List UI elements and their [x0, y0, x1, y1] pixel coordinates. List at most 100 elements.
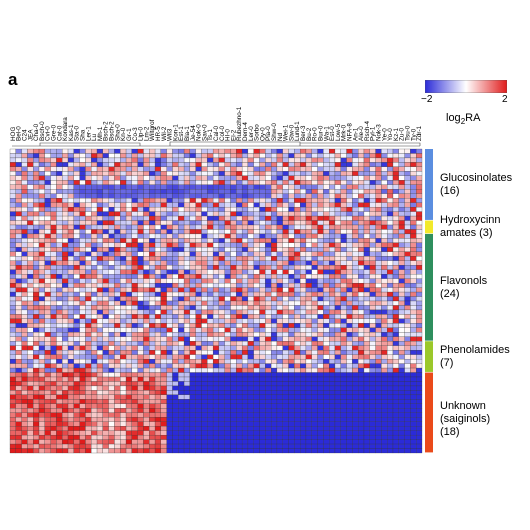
- heatmap-cell: [33, 327, 40, 333]
- heatmap-cell: [416, 314, 423, 320]
- heatmap-cell: [56, 224, 63, 230]
- heatmap-cell: [323, 157, 330, 163]
- heatmap-cell: [346, 376, 353, 382]
- heatmap-cell: [241, 412, 249, 418]
- heatmap-cell: [85, 256, 92, 261]
- heatmap-cell: [404, 175, 411, 181]
- heatmap-cell: [398, 296, 405, 302]
- heatmap-cell: [271, 327, 278, 333]
- heatmap-cell: [398, 291, 405, 297]
- heatmap-cell: [288, 345, 295, 351]
- heatmap-cell: [79, 211, 86, 217]
- heatmap-cell: [329, 448, 336, 454]
- heatmap-cell: [218, 265, 225, 270]
- heatmap-cell: [189, 309, 196, 315]
- heatmap-cell: [352, 287, 359, 293]
- heatmap-cell: [358, 376, 365, 382]
- heatmap-cell: [114, 341, 121, 346]
- heatmap-cell: [62, 426, 69, 431]
- heatmap-cell: [259, 305, 266, 311]
- heatmap-cell: [207, 336, 214, 342]
- heatmap-cell: [276, 430, 283, 436]
- heatmap-cell: [294, 385, 301, 391]
- heatmap-cell: [300, 403, 307, 409]
- heatmap-cell: [15, 354, 22, 360]
- heatmap-cell: [137, 256, 144, 261]
- heatmap-cell: [15, 224, 22, 230]
- heatmap-cell: [149, 394, 156, 400]
- heatmap-cell: [102, 403, 109, 409]
- heatmap-cell: [15, 385, 22, 391]
- heatmap-cell: [38, 345, 45, 351]
- heatmap-cell: [50, 426, 57, 431]
- heatmap-cell: [183, 309, 191, 315]
- heatmap-cell: [340, 367, 347, 373]
- heatmap-cell: [259, 229, 266, 235]
- heatmap-cell: [305, 421, 312, 427]
- heatmap-cell: [317, 180, 324, 185]
- heatmap-cell: [131, 206, 138, 212]
- heatmap-cell: [300, 354, 307, 360]
- heatmap-cell: [67, 256, 74, 261]
- heatmap-cell: [392, 282, 399, 288]
- heatmap-cell: [102, 148, 109, 154]
- heatmap-cell: [62, 202, 69, 208]
- heatmap-cell: [15, 238, 22, 244]
- heatmap-cell: [143, 314, 150, 320]
- heatmap-cell: [160, 434, 167, 440]
- heatmap-cell: [137, 363, 144, 369]
- heatmap-cell: [27, 291, 34, 297]
- heatmap-cell: [143, 309, 150, 315]
- heatmap-cell: [79, 287, 86, 293]
- heatmap-cell: [369, 175, 376, 181]
- heatmap-cell: [178, 345, 185, 351]
- heatmap-cell: [172, 345, 179, 351]
- heatmap-cell: [241, 336, 249, 342]
- heatmap-cell: [108, 256, 115, 261]
- heatmap-cell: [38, 412, 45, 418]
- heatmap-cell: [172, 300, 179, 306]
- heatmap-cell: [108, 417, 115, 422]
- heatmap-cell: [218, 350, 225, 355]
- heatmap-cell: [27, 443, 34, 449]
- heatmap-cell: [21, 238, 28, 244]
- heatmap-cell: [125, 278, 132, 284]
- heatmap-cell: [27, 198, 34, 203]
- heatmap-cell: [79, 180, 86, 185]
- heatmap-cell: [183, 229, 191, 235]
- heatmap-cell: [102, 412, 109, 418]
- heatmap-cell: [311, 367, 318, 373]
- heatmap-cell: [62, 274, 69, 279]
- heatmap-cell: [236, 211, 243, 217]
- heatmap-cell: [56, 175, 63, 181]
- column-label: Bla-1: [184, 126, 191, 141]
- heatmap-cell: [195, 426, 202, 431]
- heatmap-cell: [114, 358, 121, 364]
- heatmap-cell: [259, 153, 266, 159]
- heatmap-cell: [160, 162, 167, 168]
- heatmap-cell: [73, 318, 80, 324]
- heatmap-cell: [149, 269, 156, 275]
- heatmap-cell: [317, 403, 324, 409]
- heatmap-cell: [288, 287, 295, 293]
- heatmap-cell: [334, 376, 341, 382]
- heatmap-cell: [340, 269, 347, 275]
- heatmap-cell: [73, 291, 80, 297]
- heatmap-cell: [125, 430, 132, 436]
- heatmap-cell: [392, 260, 399, 266]
- heatmap-cell: [352, 305, 359, 311]
- heatmap-cell: [73, 274, 80, 279]
- heatmap-cell: [259, 314, 266, 320]
- heatmap-cell: [416, 265, 423, 270]
- heatmap-cell: [253, 198, 260, 203]
- heatmap-cell: [276, 341, 283, 346]
- heatmap-cell: [85, 184, 92, 190]
- heatmap-cell: [120, 327, 127, 333]
- heatmap-cell: [416, 439, 423, 445]
- heatmap-cell: [247, 399, 254, 404]
- heatmap-cell: [33, 336, 40, 342]
- heatmap-cell: [288, 385, 295, 391]
- heatmap-cell: [160, 220, 167, 226]
- heatmap-cell: [253, 202, 260, 208]
- heatmap-cell: [166, 305, 173, 311]
